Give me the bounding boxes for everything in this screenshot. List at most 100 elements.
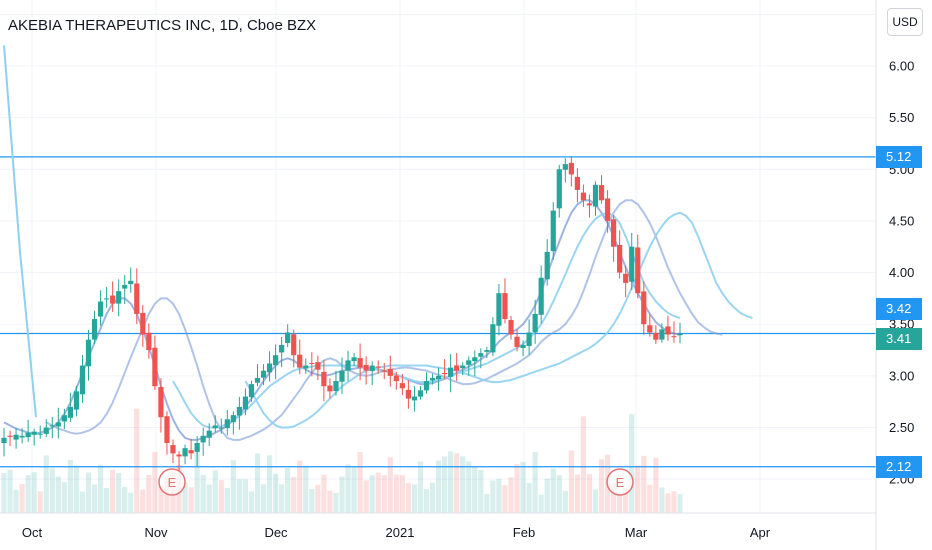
candle-body [188, 450, 194, 454]
candle-body [230, 415, 236, 423]
price-tick-label: 3.00 [889, 368, 914, 383]
candle-body [297, 354, 303, 368]
volume-bar [544, 478, 550, 513]
time-tick-label: Nov [144, 525, 168, 540]
volume-bar [146, 475, 152, 513]
volume-bar [104, 487, 110, 513]
volume-bar [466, 461, 472, 513]
volume-bar [285, 467, 291, 513]
candle-body [647, 325, 653, 333]
volume-bar [490, 480, 496, 513]
candle-body [110, 295, 116, 304]
volume-bar [526, 482, 532, 513]
candle-body [37, 433, 43, 435]
volume-bar [61, 482, 67, 513]
candle-body [381, 370, 387, 372]
candle-body [97, 301, 104, 317]
volume-bar [647, 484, 653, 513]
volume-bar [309, 488, 315, 513]
volume-bars [1, 408, 683, 513]
candle-body [152, 347, 158, 387]
volume-bar [91, 484, 98, 513]
volume-bar [417, 461, 424, 513]
volume-bar [677, 494, 683, 513]
candle-body [140, 312, 146, 335]
candle-body [134, 283, 140, 314]
volume-bar [423, 489, 430, 513]
volume-bar [303, 465, 309, 513]
candle-body [532, 313, 538, 333]
candle-body [79, 365, 86, 395]
volume-bar [508, 477, 514, 513]
candle-body [653, 332, 659, 340]
volume-bar [598, 459, 605, 513]
volume-bar [212, 470, 218, 513]
candle-body [629, 246, 635, 282]
candle-body [665, 326, 671, 335]
volume-bar [128, 492, 134, 513]
candle-body [363, 364, 369, 371]
volume-bar [206, 484, 212, 513]
volume-bar [629, 414, 635, 513]
volume-bar [273, 473, 279, 513]
price-tick-label: 4.00 [889, 265, 914, 280]
price-axis: 2.002.503.003.504.004.505.005.506.006.50 [889, 7, 914, 487]
candle-body [387, 368, 393, 376]
price-tick-label: 2.50 [889, 420, 914, 435]
volume-bar [236, 479, 242, 513]
candle-body [315, 362, 321, 370]
volume-bar [13, 489, 19, 513]
candle-body [309, 362, 315, 364]
earnings-marker [606, 468, 634, 496]
volume-bar [484, 493, 490, 513]
candle-body [212, 425, 218, 429]
candle-body [417, 390, 424, 397]
volume-bar [586, 473, 593, 513]
volume-bar [568, 450, 574, 513]
volume-bar [520, 461, 526, 513]
currency-button[interactable]: USD [887, 8, 923, 36]
candle-body [405, 389, 411, 399]
candle-body [55, 422, 61, 427]
candle-body [273, 355, 279, 366]
volume-bar [79, 491, 86, 513]
volume-bar [442, 456, 448, 513]
volume-bar [375, 472, 381, 513]
volume-bar [550, 468, 556, 513]
volume-bar [460, 456, 466, 513]
candle-body [339, 370, 345, 382]
volume-bar [333, 492, 339, 513]
candle-body [435, 375, 442, 380]
volume-bar [122, 487, 128, 513]
candle-body [677, 333, 683, 336]
volume-bar [230, 460, 236, 513]
volume-bar [43, 455, 49, 513]
volume-bar [671, 491, 677, 513]
candle-body [194, 443, 200, 452]
volume-bar [381, 475, 387, 513]
moving-average-fast [3, 199, 681, 441]
candle-body [357, 358, 363, 368]
candle-body [393, 375, 399, 382]
volume-bar [472, 466, 478, 513]
candle-body [466, 360, 472, 365]
candle-body [568, 162, 574, 175]
volume-bar [97, 464, 104, 513]
volume-bar [140, 489, 146, 513]
volume-bar [478, 470, 484, 513]
volume-bar [49, 468, 55, 513]
candle-body [248, 384, 255, 398]
volume-bar [279, 484, 285, 513]
candle-body [43, 427, 49, 434]
candle-body [454, 365, 460, 371]
candle-body [574, 176, 580, 190]
candle-body [641, 291, 647, 325]
volume-bar [116, 473, 122, 513]
volume-bar [1, 472, 7, 513]
volume-bar [641, 455, 647, 513]
candle-body [496, 293, 502, 326]
candle-body [1, 437, 7, 444]
moving-average-slow-start [3, 45, 37, 418]
candle-body [206, 430, 212, 438]
